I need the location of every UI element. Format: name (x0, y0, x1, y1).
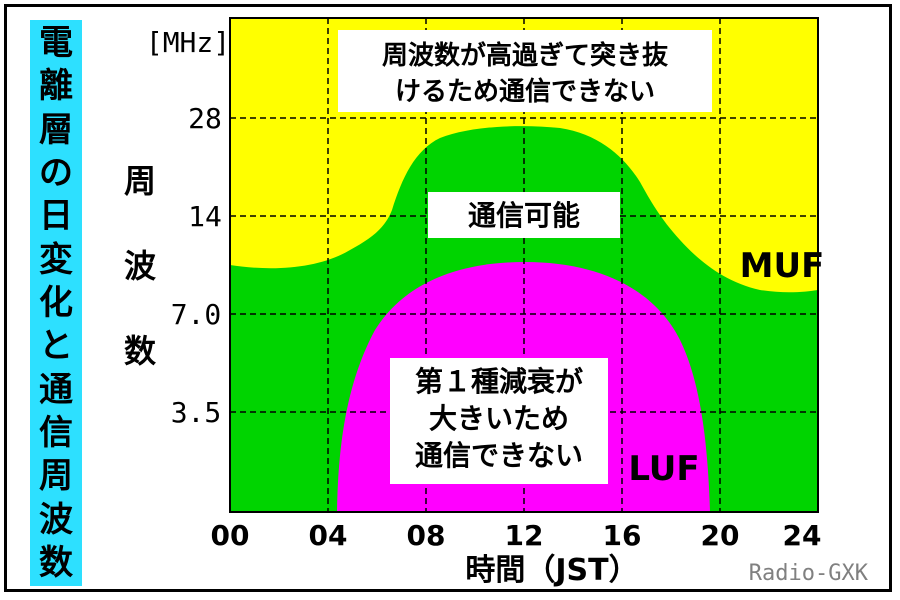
vertical-title-char: 層 (39, 109, 73, 150)
x-tick-04: 04 (309, 519, 348, 552)
y-axis-label-char-2: 波 (124, 247, 156, 285)
y-tick-3-5: 3.5 (171, 396, 222, 429)
plot-border (229, 17, 819, 513)
vertical-title-char: 化 (39, 282, 73, 323)
x-tick-08: 08 (407, 519, 446, 552)
vertical-title-char: 変 (39, 239, 73, 280)
vertical-title: 電離層の日変化と通信周波数 (30, 20, 82, 586)
vertical-title-char: 信 (39, 412, 73, 453)
y-tick-7: 7.0 (171, 298, 222, 331)
x-axis-label: 時間（JST） (465, 553, 638, 588)
label-above-muf-line-2: けるため通信できない (395, 77, 655, 107)
x-tick-00: 00 (211, 519, 250, 552)
muf-label: MUF (740, 246, 825, 286)
vertical-title-char: 周 (39, 456, 73, 497)
label-box-below-luf (390, 358, 608, 484)
vertical-title-char: 電 (39, 23, 73, 63)
y-tick-14: 14 (188, 200, 222, 233)
label-usable: 通信可能 (468, 199, 580, 232)
vertical-title-char: の (39, 152, 73, 193)
x-tick-20: 20 (701, 519, 740, 552)
luf-label: LUF (628, 449, 699, 489)
x-tick-16: 16 (603, 519, 642, 552)
vertical-title-char: 通 (39, 369, 73, 410)
y-axis-label-char-1: 周 (124, 162, 156, 200)
y-tick-28: 28 (188, 102, 222, 135)
credit-text: Radio-GXK (749, 561, 869, 586)
label-above-muf-line-1: 周波数が高過ぎて突き抜 (382, 40, 669, 71)
vertical-title-char: 数 (39, 542, 73, 583)
x-tick-12: 12 (505, 519, 544, 552)
label-below-luf-line-3: 通信できない (415, 439, 583, 472)
y-axis-unit: [MHz] (146, 26, 230, 59)
vertical-title-char: 離 (39, 66, 73, 107)
vertical-title-char: 日 (39, 196, 73, 237)
vertical-title-char: と (39, 326, 73, 367)
label-below-luf-line-1: 第１種減衰が (415, 365, 583, 398)
label-box-usable (428, 192, 620, 238)
x-tick-24: 24 (783, 519, 822, 552)
label-box-above-muf (338, 30, 712, 112)
vertical-title-char: 波 (39, 499, 73, 540)
y-axis-label-char-3: 数 (124, 332, 157, 370)
label-below-luf-line-2: 大きいため (429, 402, 569, 435)
